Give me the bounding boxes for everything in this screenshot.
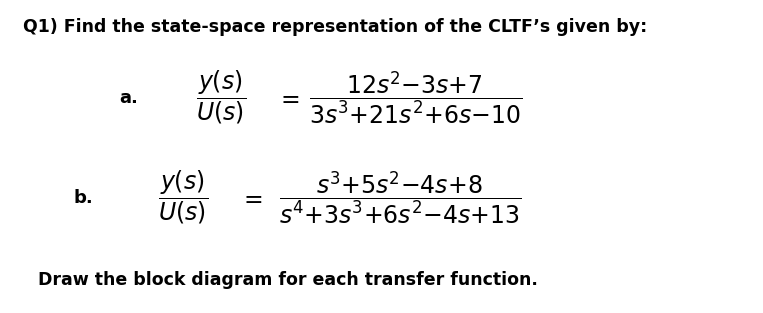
Text: Draw the block diagram for each transfer function.: Draw the block diagram for each transfer… bbox=[37, 271, 537, 289]
Text: $=$: $=$ bbox=[239, 186, 262, 210]
Text: $\dfrac{y(s)}{U(s)}$: $\dfrac{y(s)}{U(s)}$ bbox=[159, 169, 208, 226]
Text: Q1) Find the state-space representation of the CLTF’s given by:: Q1) Find the state-space representation … bbox=[23, 18, 647, 36]
Text: $=$: $=$ bbox=[276, 86, 300, 110]
Text: $\dfrac{y(s)}{U(s)}$: $\dfrac{y(s)}{U(s)}$ bbox=[196, 69, 246, 126]
Text: b.: b. bbox=[74, 189, 94, 207]
Text: $\dfrac{s^3{+}5s^2{-}4s{+}8}{s^4{+}3s^3{+}6s^2{-}4s{+}13}$: $\dfrac{s^3{+}5s^2{-}4s{+}8}{s^4{+}3s^3{… bbox=[278, 169, 522, 226]
Text: a.: a. bbox=[120, 89, 139, 107]
Text: $\dfrac{12s^2{-}3s{+}7}{3s^3{+}21s^2{+}6s{-}10}$: $\dfrac{12s^2{-}3s{+}7}{3s^3{+}21s^2{+}6… bbox=[308, 69, 522, 126]
